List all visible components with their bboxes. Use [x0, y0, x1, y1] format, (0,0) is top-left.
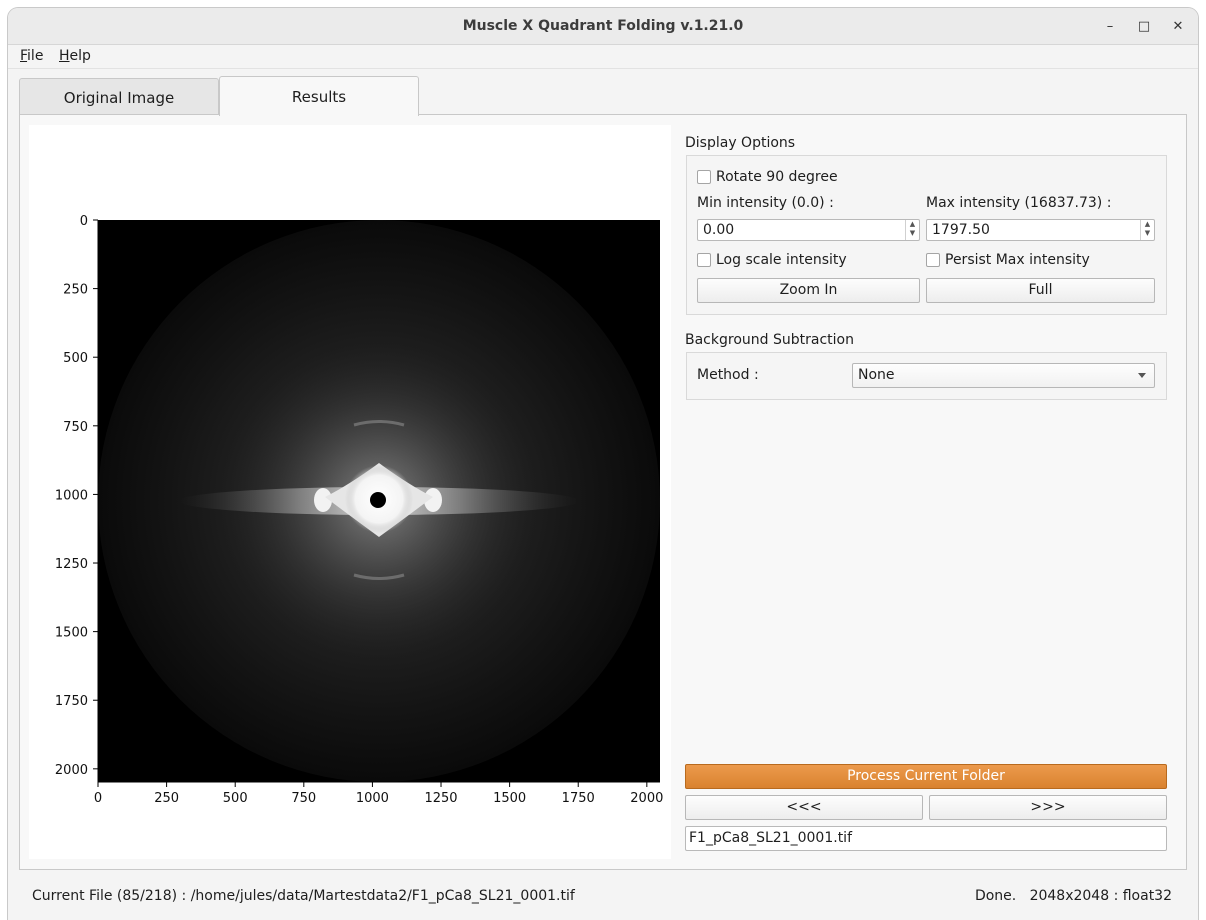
- max-intensity-spinbox[interactable]: 1797.50 ▲ ▼: [926, 219, 1155, 241]
- close-icon[interactable]: ✕: [1172, 19, 1184, 34]
- equatorial-reflection-left: [314, 488, 332, 512]
- maximize-icon[interactable]: □: [1137, 19, 1151, 34]
- log-scale-label: Log scale intensity: [716, 252, 847, 268]
- beam-stop: [370, 492, 386, 508]
- y-tick-label: 1000: [55, 488, 88, 503]
- status-current-file: Current File (85/218) : /home/jules/data…: [32, 888, 575, 904]
- method-label: Method :: [697, 367, 759, 383]
- menu-help-mnemonic: H: [59, 48, 70, 64]
- background-subtraction-title: Background Subtraction: [685, 332, 854, 348]
- menu-bar: File Help: [8, 45, 1198, 69]
- menu-file[interactable]: File: [20, 48, 43, 64]
- equatorial-reflection-right: [424, 488, 442, 512]
- filename-field[interactable]: F1_pCa8_SL21_0001.tif: [685, 826, 1167, 851]
- x-tick-label: 1500: [493, 791, 526, 806]
- next-button[interactable]: >>>: [929, 795, 1167, 820]
- image-plot[interactable]: 0 250 500 750 1000 1250 1500 1750 2000 0 250 500 75…: [29, 125, 671, 859]
- menu-help[interactable]: Help: [59, 48, 91, 64]
- rotate-label: Rotate 90 degree: [716, 169, 838, 185]
- y-tick-label: 1250: [55, 557, 88, 572]
- x-tick-label: 0: [94, 791, 102, 806]
- y-tick-label: 1750: [55, 694, 88, 709]
- menu-file-label: ile: [27, 48, 44, 64]
- process-current-folder-button[interactable]: Process Current Folder: [685, 764, 1167, 789]
- window-title: Muscle X Quadrant Folding v.1.21.0: [462, 18, 744, 34]
- y-tick-label: 1500: [55, 626, 88, 641]
- diffraction-image-svg[interactable]: 0 250 500 750 1000 1250 1500 1750 2000 0 250 500 75…: [29, 125, 671, 859]
- method-combobox[interactable]: None: [852, 363, 1155, 388]
- title-bar[interactable]: Muscle X Quadrant Folding v.1.21.0 – □ ✕: [8, 8, 1198, 45]
- menu-file-mnemonic: F: [20, 48, 28, 64]
- x-tick-label: 1000: [356, 791, 389, 806]
- display-options-title: Display Options: [685, 135, 796, 151]
- x-tick-label: 2000: [630, 791, 663, 806]
- tab-original-image[interactable]: Original Image: [19, 78, 219, 116]
- status-bar: Current File (85/218) : /home/jules/data…: [8, 878, 1198, 920]
- max-intensity-value: 1797.50: [932, 222, 990, 238]
- meridional-arc-top: [353, 420, 405, 427]
- y-tick-label: 250: [63, 283, 88, 298]
- y-tick-label: 500: [63, 351, 88, 366]
- filename-value: F1_pCa8_SL21_0001.tif: [689, 830, 852, 846]
- zoom-in-button[interactable]: Zoom In: [697, 278, 920, 303]
- spin-arrows-icon[interactable]: ▲ ▼: [1140, 220, 1154, 240]
- max-intensity-label: Max intensity (16837.73) :: [926, 195, 1112, 211]
- y-axis: 0 250 500 750 1000 1250 1500 1750 2000: [55, 214, 99, 782]
- previous-button[interactable]: <<<: [685, 795, 923, 820]
- y-tick-label: 0: [80, 214, 88, 229]
- y-tick-label: 2000: [55, 763, 88, 778]
- x-tick-label: 500: [223, 791, 248, 806]
- method-value: None: [858, 367, 895, 383]
- x-axis: 0 250 500 750 1000 1250 1500 1750 2000: [94, 781, 663, 806]
- min-intensity-value: 0.00: [703, 222, 735, 238]
- x-tick-label: 1750: [562, 791, 595, 806]
- min-intensity-spinbox[interactable]: 0.00 ▲ ▼: [697, 219, 920, 241]
- x-tick-label: 250: [154, 791, 179, 806]
- x-tick-label: 1250: [424, 791, 457, 806]
- full-button[interactable]: Full: [926, 278, 1155, 303]
- persist-max-label: Persist Max intensity: [945, 252, 1090, 268]
- app-window: Muscle X Quadrant Folding v.1.21.0 – □ ✕…: [8, 8, 1198, 920]
- status-info: Done. 2048x2048 : float32: [974, 888, 1172, 904]
- log-scale-checkbox[interactable]: [697, 253, 711, 267]
- minimize-icon[interactable]: –: [1106, 19, 1114, 34]
- x-tick-label: 750: [291, 791, 316, 806]
- min-intensity-label: Min intensity (0.0) :: [697, 195, 834, 211]
- chevron-down-icon: [1138, 373, 1146, 378]
- meridional-arc-bottom: [353, 573, 405, 580]
- spin-arrows-icon[interactable]: ▲ ▼: [905, 220, 919, 240]
- rotate-checkbox[interactable]: [697, 170, 711, 184]
- menu-help-label: elp: [69, 48, 91, 64]
- tab-results[interactable]: Results: [219, 76, 419, 116]
- y-tick-label: 750: [63, 420, 88, 435]
- persist-max-checkbox[interactable]: [926, 253, 940, 267]
